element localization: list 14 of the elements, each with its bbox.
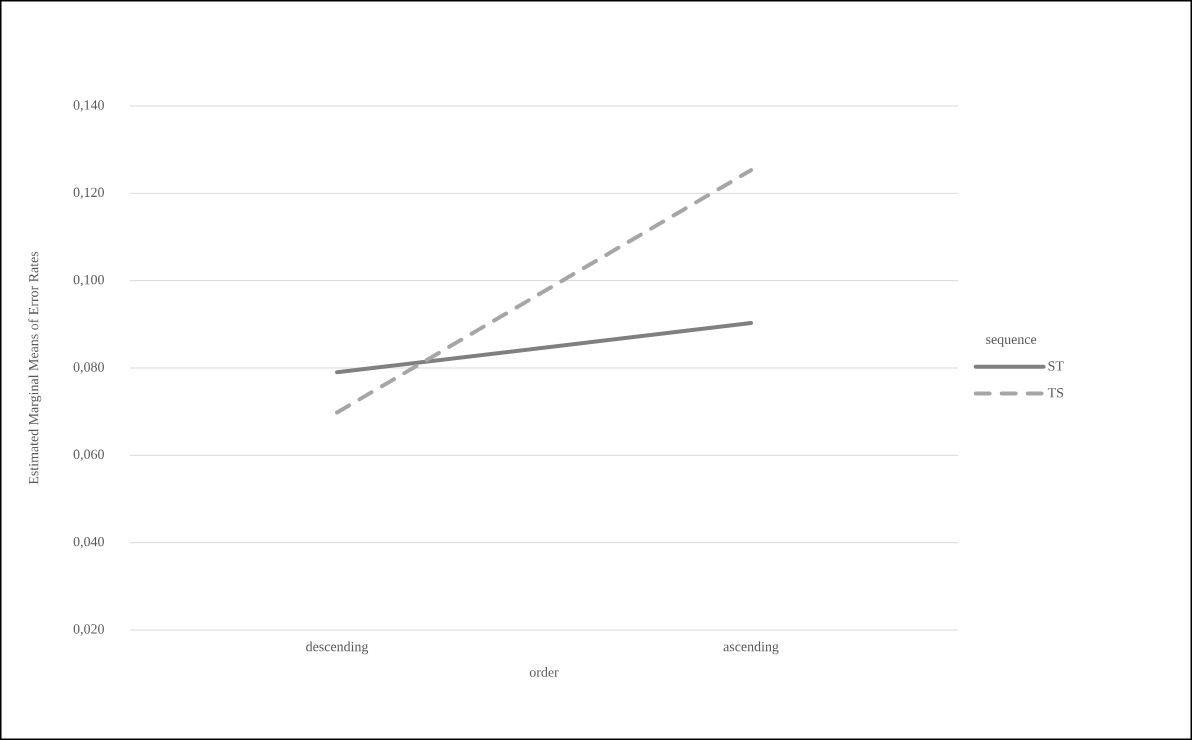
y-tick-label: 0,080 [73,362,104,374]
legend-title: sequence [986,337,1037,347]
y-tick-label: 0,020 [73,624,104,636]
x-tick-label: ascending [723,641,779,655]
x-axis-title: order [529,667,559,677]
y-tick-label: 0,100 [73,274,104,287]
y-tick-label: 0,060 [73,449,104,462]
y-tick-label: 0,040 [73,536,104,549]
y-tick-label: 0,140 [73,100,104,112]
y-tick-label: 0,120 [73,187,104,200]
y-axis-title: Estimated Marginal Means of Error Rates [28,251,42,485]
legend-label: ST [1048,361,1064,371]
legend-label: TS [1047,388,1064,398]
x-tick-label: descending [306,641,369,655]
